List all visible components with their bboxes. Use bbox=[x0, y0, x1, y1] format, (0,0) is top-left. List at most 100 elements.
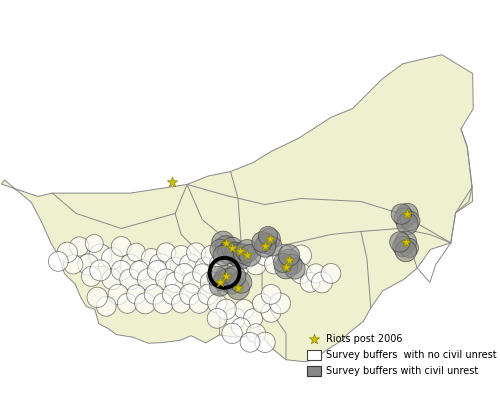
Circle shape bbox=[401, 211, 420, 231]
Legend: Riots post 2006, Survey buffers  with no civil unrest, Survey buffers with civil: Riots post 2006, Survey buffers with no … bbox=[303, 330, 500, 380]
Circle shape bbox=[300, 272, 320, 292]
Circle shape bbox=[134, 293, 156, 314]
Circle shape bbox=[258, 228, 280, 250]
Circle shape bbox=[212, 231, 234, 254]
Circle shape bbox=[263, 237, 282, 256]
Circle shape bbox=[213, 271, 234, 291]
Circle shape bbox=[261, 285, 281, 304]
Circle shape bbox=[396, 213, 418, 235]
Circle shape bbox=[127, 243, 146, 262]
Circle shape bbox=[86, 234, 103, 253]
Circle shape bbox=[261, 302, 281, 322]
Point bbox=[222, 273, 230, 280]
Circle shape bbox=[142, 248, 161, 268]
Circle shape bbox=[102, 269, 122, 290]
Circle shape bbox=[90, 260, 110, 281]
Circle shape bbox=[120, 254, 141, 275]
Circle shape bbox=[102, 248, 123, 269]
Circle shape bbox=[210, 239, 231, 260]
Point bbox=[266, 236, 274, 242]
Circle shape bbox=[232, 318, 250, 337]
Circle shape bbox=[218, 268, 240, 291]
Circle shape bbox=[210, 275, 231, 296]
Circle shape bbox=[153, 293, 174, 314]
Circle shape bbox=[222, 274, 242, 294]
Circle shape bbox=[240, 332, 260, 352]
Circle shape bbox=[392, 236, 413, 257]
Circle shape bbox=[218, 241, 240, 264]
Circle shape bbox=[144, 285, 164, 304]
Circle shape bbox=[240, 245, 261, 266]
Point bbox=[404, 211, 411, 218]
Circle shape bbox=[130, 261, 149, 280]
Circle shape bbox=[252, 232, 272, 252]
Circle shape bbox=[89, 244, 112, 267]
Circle shape bbox=[282, 255, 302, 274]
Circle shape bbox=[201, 246, 221, 265]
Point bbox=[285, 257, 293, 263]
Circle shape bbox=[395, 231, 416, 253]
Circle shape bbox=[226, 244, 250, 267]
Circle shape bbox=[391, 204, 411, 224]
Circle shape bbox=[207, 309, 227, 328]
Circle shape bbox=[264, 255, 283, 274]
Circle shape bbox=[254, 236, 276, 257]
Circle shape bbox=[396, 203, 418, 225]
Circle shape bbox=[70, 237, 89, 256]
Circle shape bbox=[108, 284, 128, 304]
Circle shape bbox=[189, 293, 209, 313]
Circle shape bbox=[186, 243, 206, 262]
Circle shape bbox=[244, 309, 262, 328]
Circle shape bbox=[195, 257, 216, 278]
Circle shape bbox=[172, 294, 190, 313]
Point bbox=[243, 252, 251, 259]
Circle shape bbox=[200, 272, 222, 293]
Circle shape bbox=[216, 236, 237, 257]
Circle shape bbox=[112, 236, 131, 256]
Circle shape bbox=[216, 299, 236, 320]
Circle shape bbox=[210, 254, 231, 275]
Circle shape bbox=[237, 248, 257, 268]
Circle shape bbox=[394, 208, 414, 228]
Circle shape bbox=[120, 269, 141, 290]
Point bbox=[228, 245, 236, 251]
Circle shape bbox=[252, 294, 272, 313]
Circle shape bbox=[192, 264, 212, 283]
Circle shape bbox=[220, 246, 238, 265]
Circle shape bbox=[224, 266, 246, 287]
Circle shape bbox=[208, 294, 227, 313]
Point bbox=[234, 285, 242, 292]
Point bbox=[222, 239, 230, 246]
Circle shape bbox=[96, 297, 116, 316]
Circle shape bbox=[246, 324, 266, 343]
Circle shape bbox=[256, 233, 276, 254]
Circle shape bbox=[87, 287, 108, 308]
Point bbox=[168, 179, 176, 185]
Circle shape bbox=[180, 254, 201, 275]
Circle shape bbox=[236, 239, 258, 262]
Circle shape bbox=[222, 237, 243, 259]
Circle shape bbox=[290, 245, 312, 266]
Circle shape bbox=[150, 254, 171, 275]
Circle shape bbox=[272, 245, 294, 266]
Point bbox=[261, 243, 269, 250]
Circle shape bbox=[282, 254, 302, 275]
Circle shape bbox=[255, 245, 275, 266]
Point bbox=[216, 279, 224, 286]
Point bbox=[402, 239, 410, 245]
Circle shape bbox=[216, 266, 237, 287]
Circle shape bbox=[228, 257, 249, 278]
Circle shape bbox=[165, 257, 186, 278]
Circle shape bbox=[82, 267, 101, 286]
Circle shape bbox=[112, 260, 131, 280]
Circle shape bbox=[226, 277, 250, 300]
Circle shape bbox=[278, 249, 300, 271]
Circle shape bbox=[156, 243, 176, 262]
Circle shape bbox=[156, 269, 176, 290]
Circle shape bbox=[222, 323, 242, 344]
Circle shape bbox=[182, 272, 204, 293]
Circle shape bbox=[48, 252, 68, 272]
Circle shape bbox=[230, 248, 252, 269]
Circle shape bbox=[172, 246, 191, 265]
Circle shape bbox=[224, 308, 246, 329]
